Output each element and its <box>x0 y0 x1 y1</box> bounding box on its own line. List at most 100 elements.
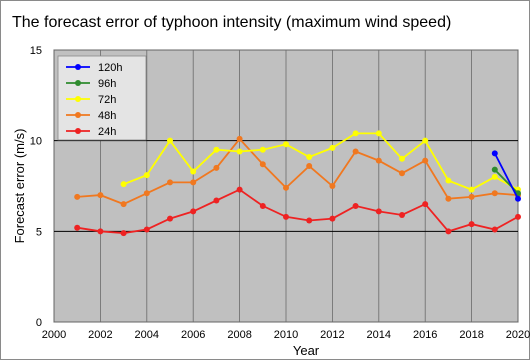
data-point <box>283 184 289 191</box>
data-point <box>213 197 220 204</box>
x-tick-label: 2016 <box>413 329 437 341</box>
data-point <box>491 173 498 180</box>
series-layer <box>74 130 521 237</box>
data-point <box>120 230 127 237</box>
data-point <box>167 215 173 222</box>
legend: 120h 96h 72h 48h 24h <box>57 55 147 141</box>
chart-title: The forecast error of typhoon intensity … <box>12 14 451 31</box>
data-point <box>306 153 313 160</box>
data-point <box>190 208 197 215</box>
y-tick-label: 15 <box>30 45 42 57</box>
data-point <box>283 213 289 220</box>
data-point <box>120 181 127 188</box>
x-tick-label: 2002 <box>88 329 112 341</box>
x-tick-label: 2004 <box>135 329 159 341</box>
grid-lines <box>53 49 519 323</box>
data-point <box>306 163 313 170</box>
legend-item: 24h <box>66 126 116 138</box>
legend-item: 72h <box>66 94 116 106</box>
y-axis-ticks: 0 5 10 15 <box>30 45 42 329</box>
data-point <box>74 224 81 231</box>
legend-swatch-marker <box>75 128 81 134</box>
data-point <box>352 130 359 137</box>
x-tick-label: 2012 <box>320 329 344 341</box>
series-48h <box>74 135 521 208</box>
x-tick-label: 2014 <box>367 329 391 341</box>
legend-swatch-marker <box>75 64 81 70</box>
data-point <box>422 137 429 144</box>
y-tick-label: 5 <box>36 226 42 238</box>
data-point <box>491 166 498 173</box>
legend-box <box>57 55 147 141</box>
y-axis-label: Forecast error (m/s) <box>12 129 27 244</box>
data-point <box>399 212 405 219</box>
series-120h <box>491 150 521 202</box>
data-point <box>468 186 475 193</box>
legend-label: 24h <box>98 126 116 138</box>
x-tick-label: 2018 <box>459 329 483 341</box>
x-tick-label: 2020 <box>506 329 530 341</box>
x-axis-ticks: 2000 2002 2004 2006 2008 2010 2012 2014 2016 2018… <box>42 329 530 341</box>
data-point <box>190 179 197 186</box>
series-line <box>77 137 519 206</box>
x-axis-label: Year <box>293 343 320 358</box>
data-point <box>329 215 336 222</box>
data-point <box>491 150 498 157</box>
data-point <box>167 137 173 144</box>
data-point <box>283 141 289 148</box>
x-tick-label: 2010 <box>274 329 298 341</box>
legend-swatch-marker <box>75 80 81 86</box>
legend-swatch-marker <box>75 112 81 118</box>
data-point <box>143 190 150 197</box>
y-tick-label: 0 <box>36 317 42 329</box>
data-point <box>399 170 405 177</box>
data-point <box>236 186 243 193</box>
data-point <box>167 179 173 186</box>
y-tick-label: 10 <box>30 136 42 148</box>
data-point <box>515 195 521 202</box>
data-point <box>468 193 475 200</box>
data-point <box>352 148 359 155</box>
data-point <box>468 221 475 228</box>
legend-label: 96h <box>98 78 116 90</box>
legend-swatch-marker <box>75 96 81 102</box>
data-point <box>259 146 266 153</box>
x-tick-label: 2000 <box>42 329 66 341</box>
data-point <box>422 157 429 164</box>
data-point <box>515 213 521 220</box>
data-point <box>375 157 382 164</box>
data-point <box>491 226 498 233</box>
legend-item: 120h <box>66 62 122 74</box>
data-point <box>259 161 266 168</box>
data-point <box>97 228 104 235</box>
legend-label: 48h <box>98 110 116 122</box>
data-point <box>445 195 452 202</box>
data-point <box>97 192 104 199</box>
data-point <box>190 168 197 175</box>
data-point <box>329 183 336 189</box>
data-point <box>74 193 81 200</box>
legend-label: 120h <box>98 62 122 74</box>
data-point <box>259 202 266 209</box>
data-point <box>213 146 220 153</box>
data-point <box>399 155 405 162</box>
data-point <box>422 201 429 208</box>
data-point <box>445 228 452 235</box>
data-point <box>143 226 150 233</box>
legend-item: 96h <box>66 78 116 90</box>
series-line <box>493 152 519 200</box>
data-point <box>236 148 243 155</box>
data-point <box>236 135 243 142</box>
series-line <box>77 188 519 235</box>
data-point <box>143 172 150 179</box>
data-point <box>445 177 452 184</box>
legend-label: 72h <box>98 94 116 106</box>
data-point <box>213 164 220 171</box>
data-point <box>306 217 313 224</box>
legend-item: 48h <box>66 110 116 122</box>
x-tick-label: 2008 <box>227 329 251 341</box>
data-point <box>329 144 336 151</box>
data-point <box>375 130 382 137</box>
series-24h <box>74 186 521 237</box>
